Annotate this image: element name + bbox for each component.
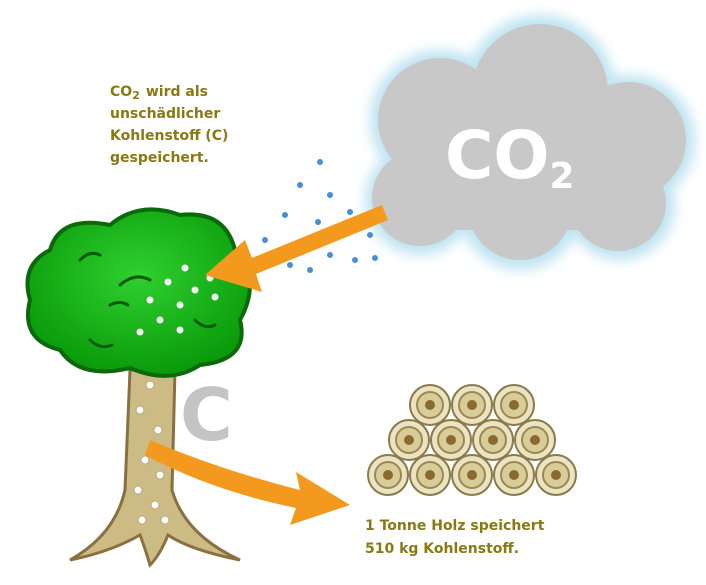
caption-bottom-line: 510 kg Kohlenstoff. [365,541,519,557]
caption-top-line: unschädlicher [110,106,220,122]
caption-bottom-line: 1 Tonne Holz speichert [365,518,545,534]
log [467,470,477,480]
log [530,435,540,445]
log [446,435,456,445]
carbon-letter: C [180,373,233,457]
caption-top-line: Kohlenstoff (C) [110,128,228,144]
caption-top-line: CO2 wird als [110,84,208,102]
arrow-store [145,440,350,525]
caption-top-line: gespeichert. [110,150,209,166]
log [425,400,435,410]
log [467,400,477,410]
cloud: CO2 [365,15,695,270]
log [404,435,414,445]
log [509,470,519,480]
log [488,435,498,445]
log [383,470,393,480]
log [509,400,519,410]
co2-particles [262,159,378,273]
cloud-label: CO2 [445,117,575,197]
log [551,470,561,480]
canopy [25,207,252,378]
log [425,470,435,480]
trunk [69,368,241,568]
log-pile [367,384,577,496]
arrow-absorb [205,205,388,292]
